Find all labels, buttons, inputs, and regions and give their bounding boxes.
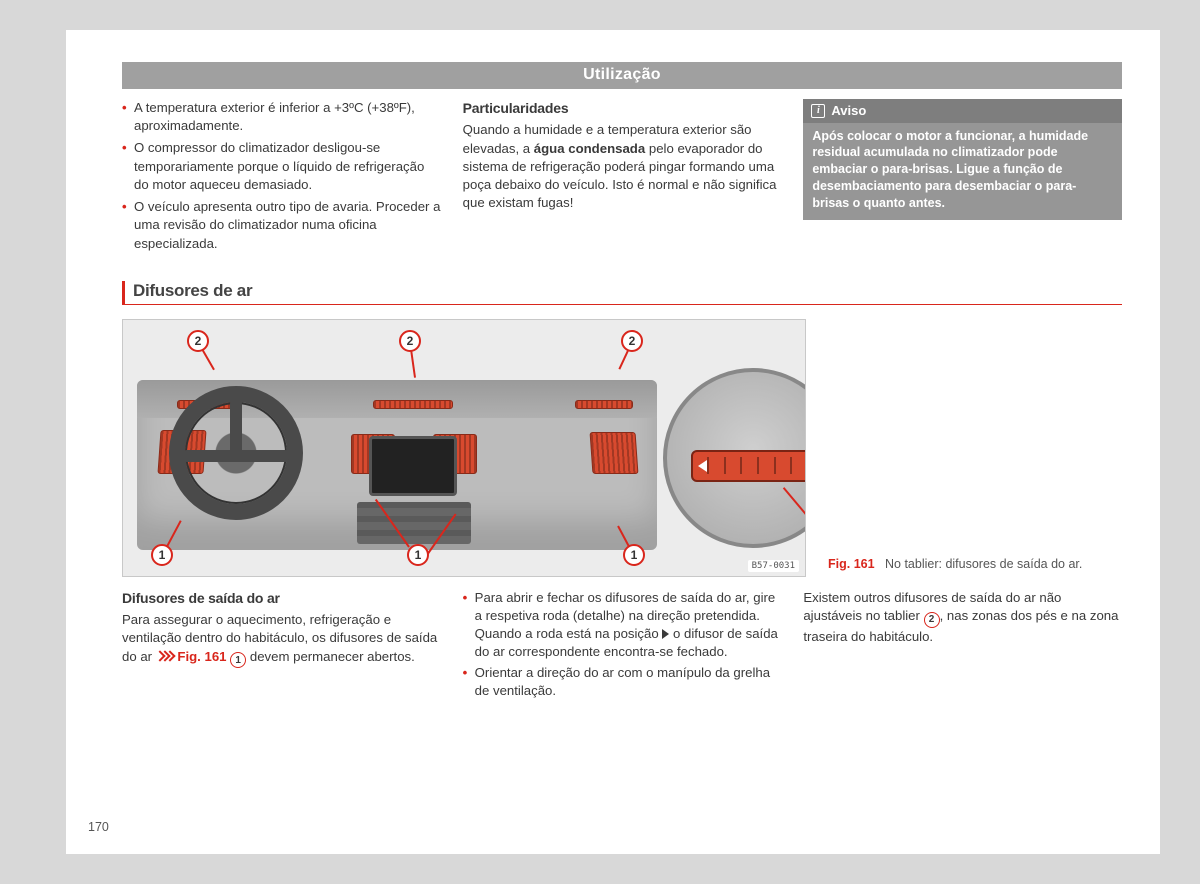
callout-2: 2 xyxy=(399,330,421,352)
figure-number: Fig. 161 xyxy=(828,557,875,571)
air-vent-right xyxy=(590,432,639,474)
text-bold: água condensada xyxy=(534,141,645,156)
steering-wheel xyxy=(169,386,303,520)
notice-body: Após colocar o motor a funcionar, a humi… xyxy=(803,123,1122,220)
figure-caption: Fig. 161 No tablier: difusores de saída … xyxy=(828,557,1122,577)
page-header: Utilização xyxy=(122,62,1122,89)
callout-1: 1 xyxy=(151,544,173,566)
paragraph: Para assegurar o aquecimento, refrigeraç… xyxy=(122,611,441,668)
bullet-item: O compressor do climatizador desligou-se… xyxy=(122,139,441,194)
callout-2: 2 xyxy=(621,330,643,352)
bottom-col-1: Difusores de saída do ar Para assegurar … xyxy=(122,589,441,702)
bottom-columns: Difusores de saída do ar Para assegurar … xyxy=(122,589,1122,702)
paragraph: Existem outros difusores de saída do ar … xyxy=(803,589,1122,646)
defrost-vent-right xyxy=(575,400,633,409)
top-columns: A temperatura exterior é inferior a +3ºC… xyxy=(122,99,1122,257)
paragraph: Quando a humidade e a temperatura exteri… xyxy=(463,121,782,212)
bullet-item: Orientar a direção do ar com o manípulo … xyxy=(463,664,782,700)
defrost-vent-mid xyxy=(373,400,453,409)
callout-1: 1 xyxy=(623,544,645,566)
bullet-item: A temperatura exterior é inferior a +3ºC… xyxy=(122,99,441,135)
top-col-right: i Aviso Após colocar o motor a funcionar… xyxy=(803,99,1122,257)
figure-caption-text: No tablier: difusores de saída do ar. xyxy=(885,557,1082,571)
section-heading: Difusores de ar xyxy=(122,281,1122,305)
center-controls xyxy=(357,502,471,544)
figure-illustration: 2 2 2 1 1 1 1 B57-0031 xyxy=(122,319,806,577)
manual-page: Utilização A temperatura exterior é infe… xyxy=(66,30,1160,854)
page-number: 170 xyxy=(88,820,109,834)
subheading: Difusores de saída do ar xyxy=(122,589,441,608)
top-col-mid: Particularidades Quando a humidade e a t… xyxy=(463,99,782,257)
cross-ref: Fig. 161 xyxy=(156,649,227,664)
bullet-item: O veículo apresenta outro tipo de avaria… xyxy=(122,198,441,253)
arrow-left-icon xyxy=(698,460,707,472)
detail-inset xyxy=(663,368,806,548)
subheading: Particularidades xyxy=(463,99,782,118)
callout-ref-2: 2 xyxy=(924,612,940,628)
bottom-col-3: Existem outros difusores de saída do ar … xyxy=(803,589,1122,702)
callout-2: 2 xyxy=(187,330,209,352)
notice-label: Aviso xyxy=(831,102,866,120)
vent-wheel-detail xyxy=(691,450,806,482)
figure-row: 2 2 2 1 1 1 1 B57-0031 Fig. 161 No tabli… xyxy=(122,319,1122,577)
center-screen xyxy=(369,436,457,496)
callout-ref-1: 1 xyxy=(230,652,246,668)
callout-1: 1 xyxy=(407,544,429,566)
notice-box: i Aviso Após colocar o motor a funcionar… xyxy=(803,99,1122,220)
image-code: B57-0031 xyxy=(748,560,799,572)
page-header-title: Utilização xyxy=(583,66,661,83)
text: devem permanecer abertos. xyxy=(250,649,415,664)
fig-ref-text: Fig. 161 xyxy=(177,649,226,664)
notice-header: i Aviso xyxy=(803,99,1122,123)
info-icon: i xyxy=(811,104,825,118)
bullet-item: Para abrir e fechar os difusores de saíd… xyxy=(463,589,782,662)
section-title: Difusores de ar xyxy=(133,281,1122,301)
bottom-col-2: Para abrir e fechar os difusores de saíd… xyxy=(463,589,782,702)
top-col-left: A temperatura exterior é inferior a +3ºC… xyxy=(122,99,441,257)
